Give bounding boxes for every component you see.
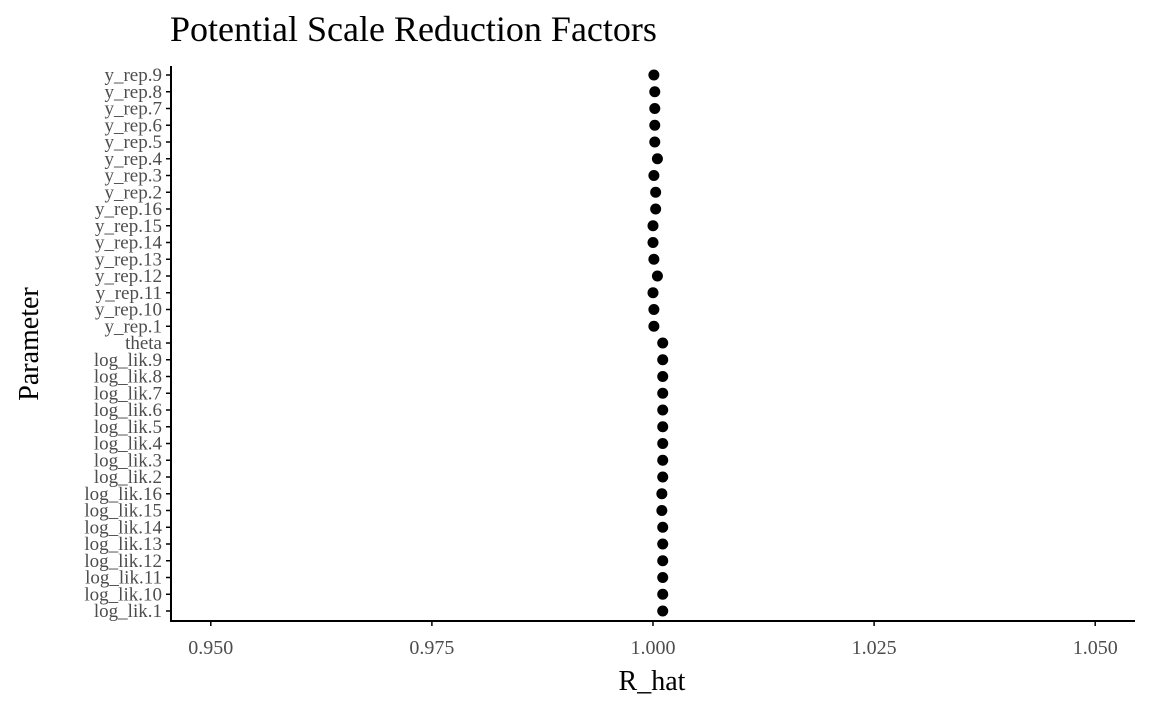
y-tick-label: log_lik.3 [94, 450, 162, 471]
y-tick-label: y_rep.13 [95, 249, 162, 270]
y-tick-label: y_rep.1 [104, 316, 162, 337]
data-point [657, 387, 669, 399]
y-tick-label: log_lik.11 [85, 568, 162, 589]
data-point [649, 103, 661, 114]
data-point [657, 421, 669, 433]
y-tick-label: y_rep.16 [95, 199, 162, 220]
data-point [657, 337, 669, 349]
y-tick-label: log_lik.8 [94, 367, 162, 388]
y-tick-label: y_rep.6 [104, 115, 162, 136]
x-axis-title: R_hat [619, 666, 686, 697]
data-point [656, 488, 668, 500]
data-point [657, 404, 669, 416]
data-point [657, 555, 669, 567]
y-axis-title: Parameter [14, 287, 45, 401]
data-point [648, 320, 660, 332]
plot-area: log_lik.1log_lik.10log_lik.11log_lik.12l… [84, 65, 1135, 659]
data-point [649, 136, 661, 148]
y-tick-label: log_lik.4 [94, 434, 163, 455]
data-point [650, 203, 662, 215]
y-tick-label: log_lik.13 [84, 534, 162, 555]
x-tick-label: 0.975 [409, 637, 454, 659]
data-point [647, 220, 659, 232]
data-point [657, 454, 669, 466]
y-tick-label: y_rep.9 [104, 65, 162, 86]
x-tick-label: 1.025 [852, 637, 897, 659]
y-tick-label: y_rep.7 [104, 99, 162, 120]
data-point [657, 371, 669, 382]
y-tick-label: y_rep.3 [104, 166, 162, 187]
data-point [657, 605, 669, 617]
y-tick-label: y_rep.11 [96, 283, 162, 304]
data-point [656, 505, 668, 516]
data-point [649, 86, 661, 98]
y-tick-label: y_rep.4 [104, 149, 162, 170]
x-tick-label: 0.950 [188, 637, 233, 659]
y-tick-label: y_rep.5 [104, 132, 162, 153]
data-point [657, 572, 669, 583]
data-point [657, 588, 669, 600]
data-point [647, 237, 659, 248]
chart-title: Potential Scale Reduction Factors [170, 9, 657, 49]
y-tick-label: log_lik.5 [94, 417, 162, 438]
y-tick-label: y_rep.12 [95, 266, 162, 287]
data-point [657, 438, 669, 449]
y-tick-label: log_lik.9 [94, 350, 162, 371]
y-tick-label: log_lik.15 [84, 501, 162, 522]
data-point [657, 354, 669, 366]
x-tick-label: 1.050 [1073, 637, 1118, 659]
y-tick-label: log_lik.7 [94, 383, 162, 404]
y-tick-label: log_lik.6 [94, 400, 162, 421]
y-tick-label: log_lik.14 [84, 517, 162, 538]
y-tick-label: y_rep.14 [95, 233, 163, 254]
y-tick-label: log_lik.1 [94, 601, 162, 622]
y-tick-label: y_rep.10 [95, 300, 162, 321]
data-point [648, 69, 660, 81]
y-tick-label: log_lik.16 [84, 484, 162, 505]
y-tick-label: y_rep.15 [95, 216, 162, 237]
y-tick-label: y_rep.2 [104, 182, 162, 203]
data-point [650, 186, 662, 198]
data-point [651, 270, 663, 282]
data-point [651, 153, 663, 165]
data-point [649, 119, 661, 131]
data-point [648, 304, 660, 315]
y-tick-label: log_lik.10 [84, 584, 162, 605]
y-tick-label: theta [125, 333, 162, 354]
y-tick-label: log_lik.12 [84, 551, 162, 572]
y-tick-label: log_lik.2 [94, 467, 162, 488]
y-tick-label: y_rep.8 [104, 82, 162, 103]
data-point [648, 170, 660, 181]
data-point [647, 287, 659, 299]
x-tick-label: 1.000 [631, 637, 676, 659]
data-point [648, 253, 660, 265]
data-point [657, 521, 669, 533]
data-point [657, 538, 669, 550]
data-point [657, 471, 669, 483]
